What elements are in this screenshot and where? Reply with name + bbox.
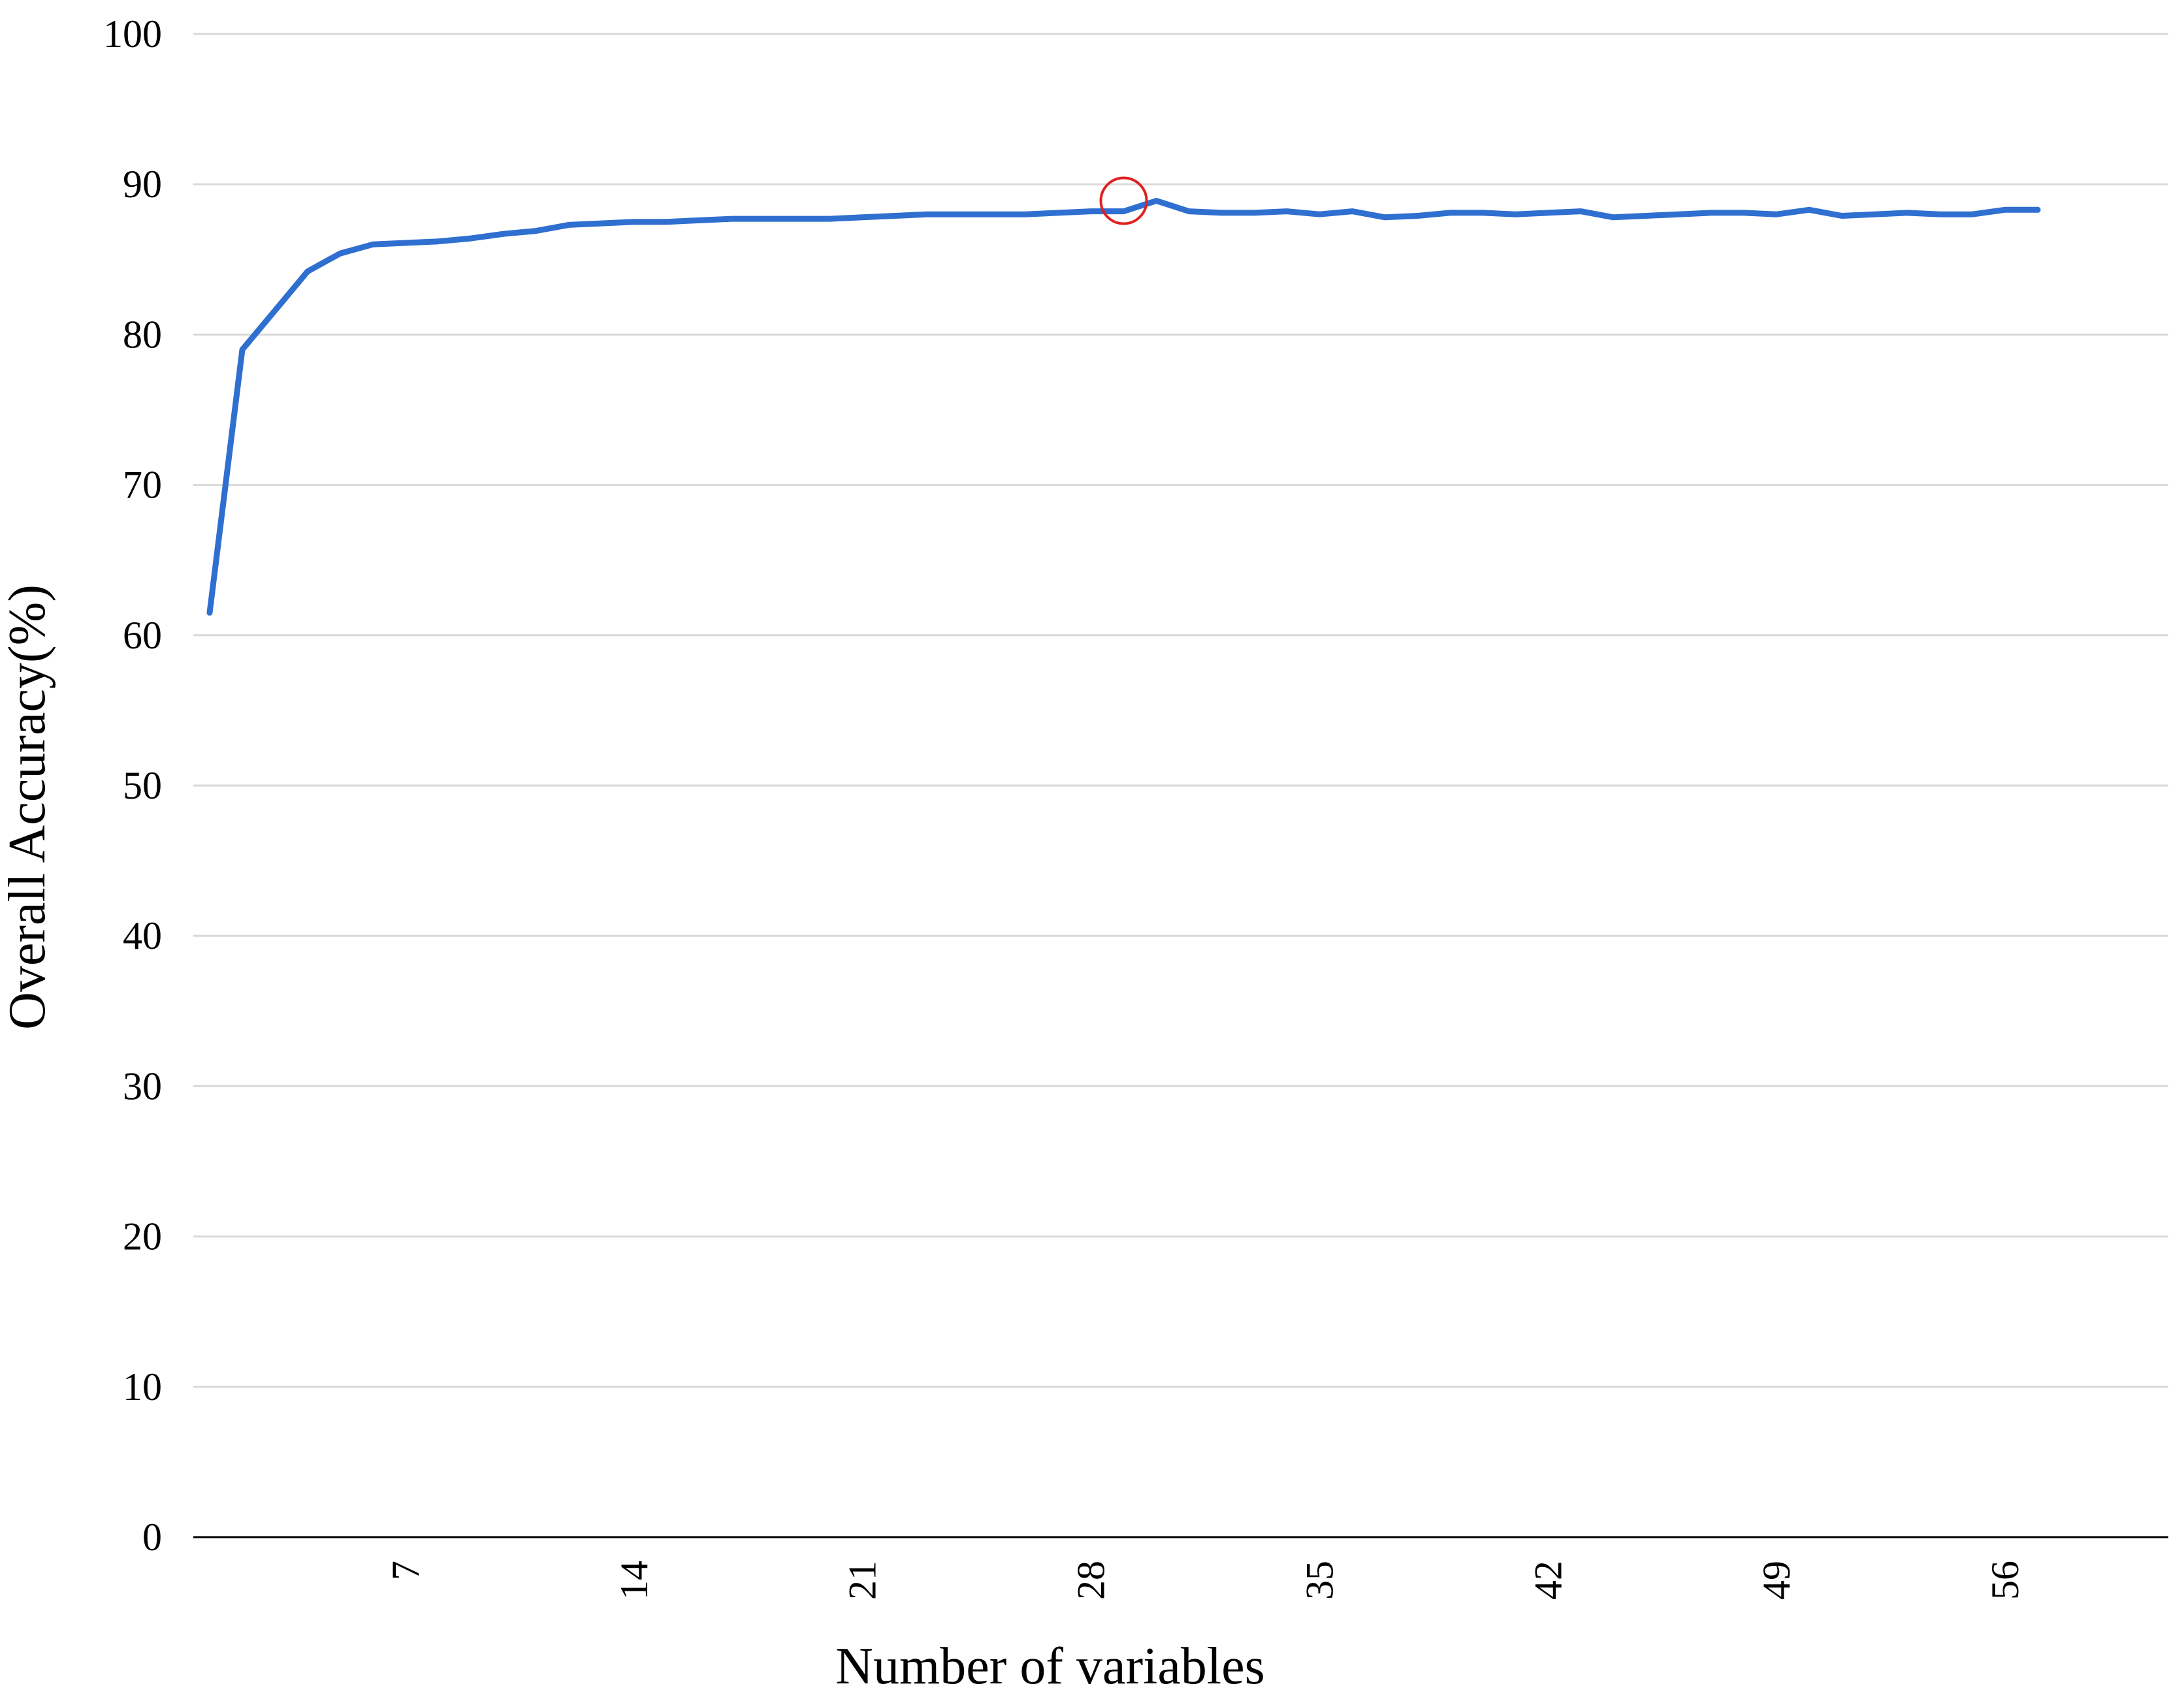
y-tick-labels: 0 10 20 30 40 50 60 70 80 90 100 — [103, 12, 162, 1559]
y-tick-label: 20 — [123, 1215, 162, 1258]
series-group — [206, 198, 2041, 616]
y-tick-label: 100 — [103, 12, 162, 56]
x-tick-label: 21 — [841, 1561, 884, 1600]
y-tick-label: 0 — [142, 1516, 162, 1559]
y-tick-label: 40 — [123, 914, 162, 957]
x-tick-label: 35 — [1298, 1561, 1341, 1600]
x-tick-label: 42 — [1526, 1561, 1569, 1600]
x-tick-labels: 7 14 21 28 35 42 49 56 — [384, 1561, 2027, 1600]
x-tick-label: 14 — [613, 1561, 656, 1600]
y-tick-label: 80 — [123, 313, 162, 356]
gridlines — [193, 33, 2168, 1388]
x-axis-title: Number of variables — [835, 1638, 1265, 1695]
x-tick-label: 7 — [384, 1561, 427, 1580]
best-point-marker — [1099, 176, 1148, 225]
series-line-0 — [206, 198, 2041, 616]
x-tick-label: 56 — [1983, 1561, 2027, 1600]
x-tick-label: 28 — [1070, 1561, 1113, 1600]
y-tick-label: 70 — [123, 464, 162, 507]
y-tick-label: 50 — [123, 764, 162, 807]
y-tick-label: 30 — [123, 1064, 162, 1107]
y-tick-label: 10 — [123, 1365, 162, 1409]
x-tick-label: 49 — [1755, 1561, 1798, 1600]
y-tick-label: 60 — [123, 614, 162, 657]
y-tick-label: 90 — [123, 163, 162, 206]
y-axis-title: Overall Accuracy(%) — [0, 584, 56, 1030]
